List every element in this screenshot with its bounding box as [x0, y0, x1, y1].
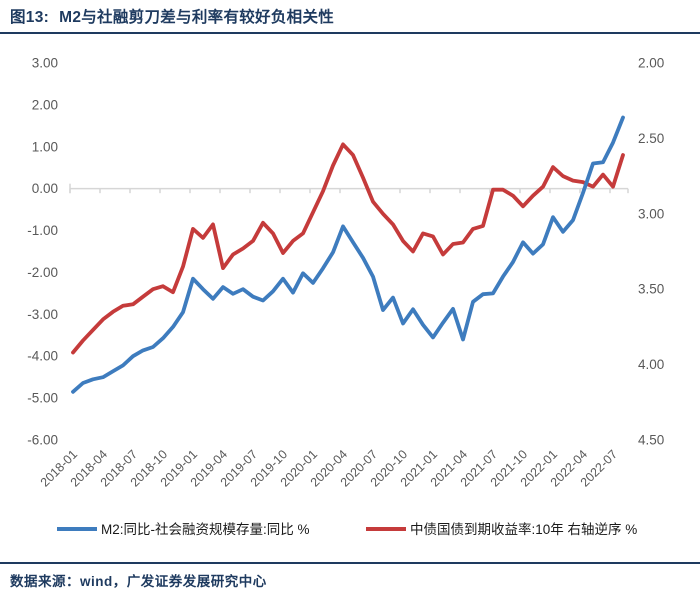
legend-label: M2:同比-社会融资规模存量:同比 %	[101, 522, 310, 537]
figure-number-label: 图13:	[10, 9, 50, 26]
left-axis-tick-label: 3.00	[32, 56, 58, 71]
left-axis-labels: 3.00 2.00 1.00 0.00 -1.00 -2.00 -3.00 -4.00 -5.0…	[27, 56, 58, 448]
data-source: 数据来源：wind，广发证券发展研究中心	[10, 574, 267, 589]
right-axis-labels: 2.00 2.50 3.00 3.50 4.00 4.50	[638, 56, 664, 448]
left-axis-tick-label: -4.00	[27, 349, 58, 364]
right-axis-tick-label: 2.00	[638, 56, 664, 71]
x-axis-labels: 2018-012018-042018-072018-102019-012019-…	[38, 447, 620, 489]
legend-label: 中债国债到期收益率:10年 右轴逆序 %	[410, 521, 637, 537]
legend-item: M2:同比-社会融资规模存量:同比 %	[57, 522, 310, 537]
left-axis-tick-label: 0.00	[32, 181, 58, 196]
figure-header: 图13: M2与社融剪刀差与利率有较好负相关性	[0, 0, 700, 34]
left-axis-tick-label: -2.00	[27, 265, 58, 280]
left-axis-tick-label: -6.00	[27, 433, 58, 448]
right-axis-tick-label: 3.50	[638, 282, 664, 297]
left-axis-tick-label: 1.00	[32, 139, 58, 154]
right-axis-tick-label: 4.50	[638, 433, 664, 448]
legend-item: 中债国债到期收益率:10年 右轴逆序 %	[366, 521, 637, 537]
series-line-cgb-10y-yield-inverted	[71, 142, 625, 355]
left-axis-tick-label: 2.00	[32, 97, 58, 112]
line-chart: 3.00 2.00 1.00 0.00 -1.00 -2.00 -3.00 -4.00 -5.0…	[27, 56, 664, 538]
right-axis-tick-label: 4.00	[638, 357, 664, 372]
right-axis-tick-label: 2.50	[638, 131, 664, 146]
footer-divider	[0, 562, 700, 564]
legend: M2:同比-社会融资规模存量:同比 % 中债国债到期收益率:10年 右轴逆序 %	[57, 521, 637, 537]
left-axis-tick-label: -5.00	[27, 391, 58, 406]
right-axis-tick-label: 3.00	[638, 206, 664, 221]
figure-title: M2与社融剪刀差与利率有较好负相关性	[59, 9, 335, 26]
series-line-m2-social-financing-spread	[71, 115, 625, 394]
left-axis-tick-label: -1.00	[27, 223, 58, 238]
left-axis-tick-label: -3.00	[27, 307, 58, 322]
